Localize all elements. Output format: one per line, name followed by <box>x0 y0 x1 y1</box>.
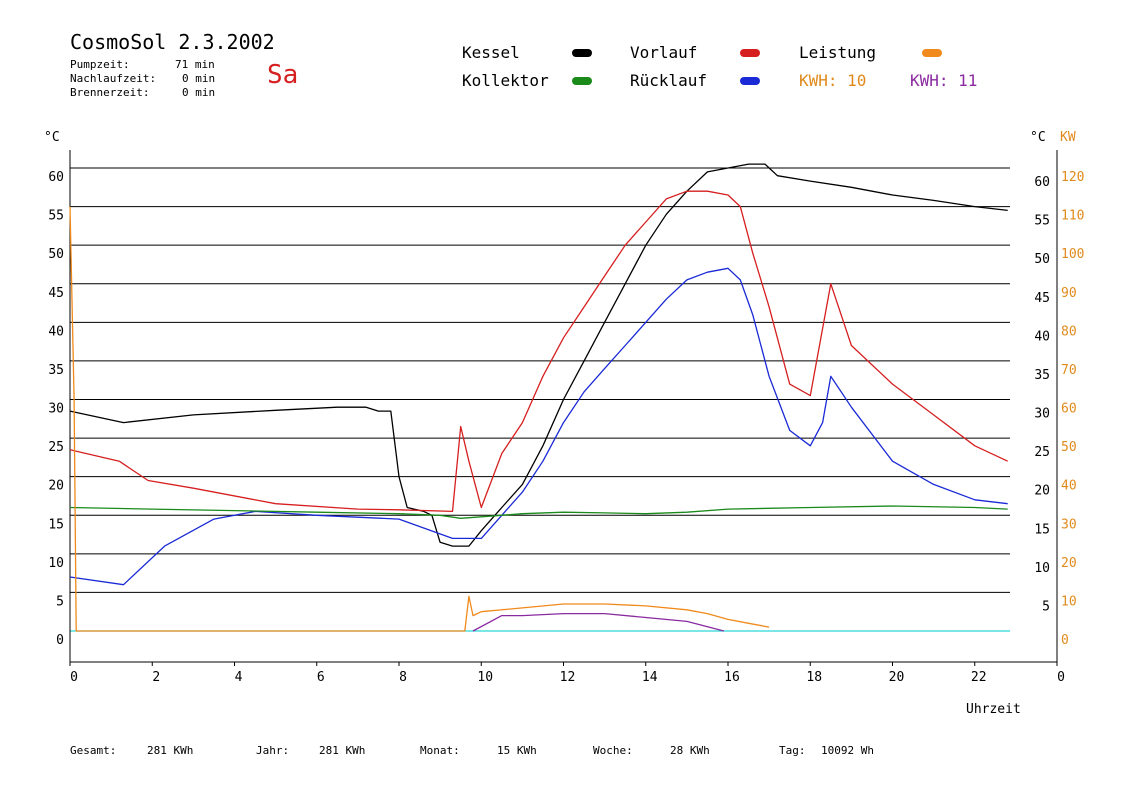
right-kw-tick-label: 90 <box>1061 286 1077 301</box>
series-line-vorlauf <box>69 190 1008 513</box>
left-tick-label: 20 <box>48 479 64 494</box>
left-tick-label: 40 <box>48 324 64 339</box>
left-tick-label: 50 <box>48 247 64 262</box>
legend-ruecklauf-swatch <box>740 77 760 85</box>
footer-monat-label: Monat: <box>420 744 460 757</box>
x-tick-label: 4 <box>235 670 243 685</box>
legend-kollektor-swatch <box>572 77 592 85</box>
series-line-r-cklauf <box>69 267 1008 586</box>
x-tick-label: 18 <box>806 670 822 685</box>
right-kw-tick-label: 30 <box>1061 517 1077 532</box>
right-unit-kw-label: KW <box>1060 130 1076 145</box>
left-tick-label: 15 <box>48 517 64 532</box>
left-tick-label: 45 <box>48 286 64 301</box>
footer-jahr-value: 281 KWh <box>319 744 366 757</box>
footer-woche-label: Woche: <box>593 744 633 757</box>
right-c-tick-label: 20 <box>1034 484 1050 499</box>
right-kw-tick-label: 110 <box>1061 209 1084 224</box>
left-tick-label: 30 <box>48 402 64 417</box>
x-tick-label: 20 <box>889 670 905 685</box>
right-kw-tick-label: 120 <box>1061 170 1084 185</box>
legend-vorlauf-label: Vorlauf <box>630 43 698 62</box>
right-kw-tick-label: 60 <box>1061 402 1077 417</box>
right-unit-c-label: °C <box>1030 130 1046 145</box>
x-tick-label: 12 <box>560 670 576 685</box>
footer-monat-value: 15 KWh <box>497 744 537 757</box>
x-tick-label: 22 <box>971 670 987 685</box>
right-c-tick-label: 25 <box>1034 445 1050 460</box>
left-tick-label: 55 <box>48 209 64 224</box>
right-c-tick-label: 40 <box>1034 329 1050 344</box>
footer-tag-label: Tag: <box>779 744 806 757</box>
x-tick-label: 10 <box>477 670 493 685</box>
right-c-tick-label: 55 <box>1034 214 1050 229</box>
x-axis-label: Uhrzeit <box>966 702 1021 717</box>
right-kw-tick-label: 50 <box>1061 440 1077 455</box>
left-tick-label: 35 <box>48 363 64 378</box>
left-unit-label: °C <box>44 130 60 145</box>
stat-pumpzeit-value: 71 min <box>175 58 215 71</box>
right-c-tick-label: 50 <box>1034 252 1050 267</box>
x-tick-label: 16 <box>724 670 740 685</box>
x-tick-label: 14 <box>642 670 658 685</box>
stat-nachlaufzeit-value: 0 min <box>182 72 216 85</box>
x-tick-label: 6 <box>317 670 325 685</box>
legend-ruecklauf-label: Rücklauf <box>630 71 708 90</box>
kwh-b-label: KWH: 11 <box>910 71 978 90</box>
left-tick-label: 60 <box>48 170 64 185</box>
footer-tag-value: 10092 Wh <box>821 744 874 757</box>
right-c-tick-label: 5 <box>1042 599 1050 614</box>
stat-nachlaufzeit-label: Nachlaufzeit: <box>70 72 157 85</box>
right-c-tick-label: 15 <box>1034 522 1050 537</box>
series-line-series-5 <box>472 612 725 632</box>
right-kw-tick-label: 10 <box>1061 594 1077 609</box>
right-kw-tick-label: 100 <box>1061 247 1084 262</box>
weekday-label: Sa <box>267 60 299 90</box>
left-tick-label: 5 <box>56 594 64 609</box>
left-tick-label: 25 <box>48 440 64 455</box>
footer-jahr-label: Jahr: <box>256 744 290 757</box>
x-tick-label: 8 <box>399 670 407 685</box>
right-c-tick-label: 30 <box>1034 407 1050 422</box>
right-kw-tick-label: 40 <box>1061 479 1077 494</box>
left-tick-label: 0 <box>56 633 64 648</box>
stat-pumpzeit-label: Pumpzeit: <box>70 58 130 71</box>
legend-kollektor-label: Kollektor <box>462 71 549 90</box>
legend-kessel-label: Kessel <box>462 43 520 62</box>
right-kw-tick-label: 80 <box>1061 324 1077 339</box>
right-kw-tick-label: 70 <box>1061 363 1077 378</box>
legend-kessel-swatch <box>572 49 592 57</box>
left-tick-label: 10 <box>48 556 64 571</box>
right-kw-tick-label: 20 <box>1061 556 1077 571</box>
x-tick-label: 0 <box>70 670 78 685</box>
x-tick-label: 0 <box>1057 670 1065 685</box>
legend-leistung-label: Leistung <box>799 43 877 62</box>
footer-gesamt-value: 281 KWh <box>147 744 194 757</box>
legend-leistung-swatch <box>922 49 942 57</box>
right-c-tick-label: 35 <box>1034 368 1050 383</box>
series-line-leistung <box>69 206 770 632</box>
stat-brennerzeit-label: Brennerzeit: <box>70 86 150 99</box>
series-line-kessel <box>69 163 1008 547</box>
kwh-a-label: KWH: 10 <box>799 71 867 90</box>
right-c-tick-label: 45 <box>1034 291 1050 306</box>
page-title: CosmoSol 2.3.2002 <box>70 30 275 54</box>
right-c-tick-label: 60 <box>1034 175 1050 190</box>
legend-vorlauf-swatch <box>740 49 760 57</box>
footer-gesamt-label: Gesamt: <box>70 744 117 757</box>
stat-brennerzeit-value: 0 min <box>182 86 216 99</box>
x-tick-label: 2 <box>152 670 160 685</box>
right-kw-tick-label: 0 <box>1061 633 1069 648</box>
footer-woche-value: 28 KWh <box>670 744 710 757</box>
right-c-tick-label: 10 <box>1034 561 1050 576</box>
series-line-kollektor <box>69 505 1008 519</box>
